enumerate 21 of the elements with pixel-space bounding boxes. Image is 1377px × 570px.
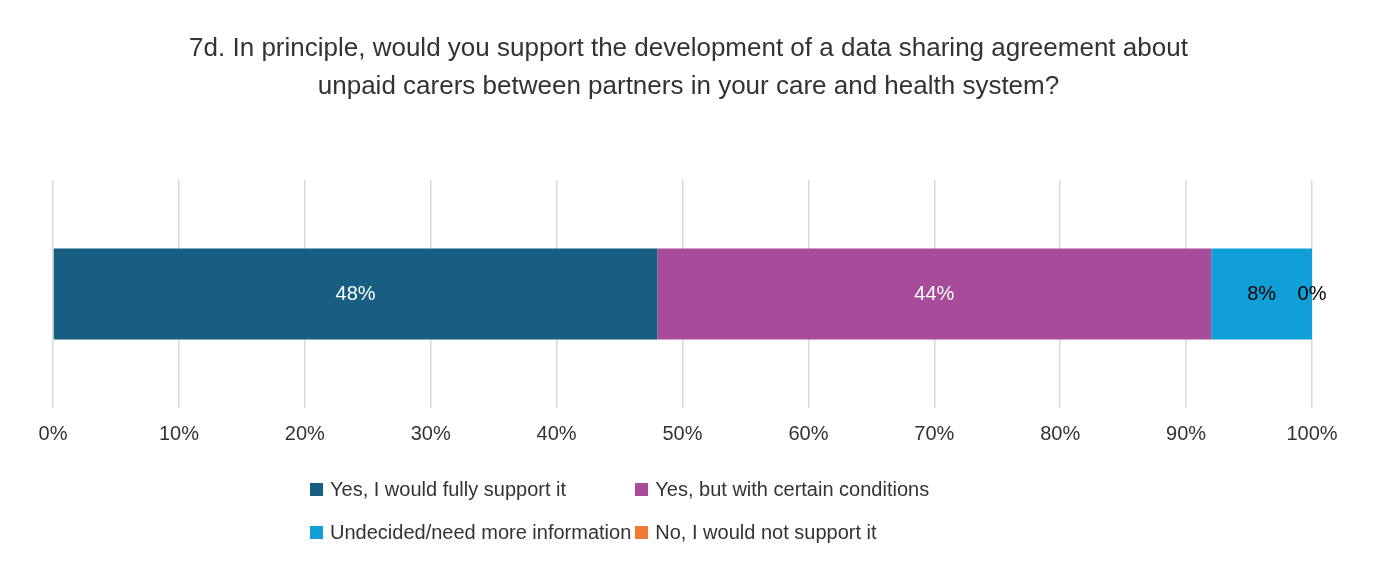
x-tick-label: 30% xyxy=(410,421,451,444)
x-tick-label: 70% xyxy=(914,421,955,444)
x-tick-label: 80% xyxy=(1040,421,1081,444)
x-tick-label: 40% xyxy=(536,421,577,444)
data-label: 48% xyxy=(335,281,376,304)
legend-label: Undecided/need more information xyxy=(330,521,632,544)
x-tick-label: 100% xyxy=(1286,421,1338,444)
x-tick-label: 20% xyxy=(284,421,326,444)
bar xyxy=(53,248,658,340)
x-tick-label: 0% xyxy=(38,421,68,444)
legend-label: Yes, I would fully support it xyxy=(330,478,567,501)
x-tick-label: 10% xyxy=(158,421,200,444)
x-tick-label: 60% xyxy=(788,421,829,444)
chart-title: 7d. In principle, would you support the development of a data sharing agreement about unpaid carers between partners in your care and health system? xyxy=(188,31,1189,102)
legend-label: Yes, but with certain conditions xyxy=(655,478,930,501)
x-tick-label: 50% xyxy=(662,421,703,444)
legend-label: No, I would not support it xyxy=(655,521,877,544)
data-label: 44% xyxy=(914,281,955,304)
x-tick-label: 90% xyxy=(1166,421,1207,444)
bar xyxy=(657,248,1212,340)
data-label: 8% xyxy=(1247,281,1277,304)
